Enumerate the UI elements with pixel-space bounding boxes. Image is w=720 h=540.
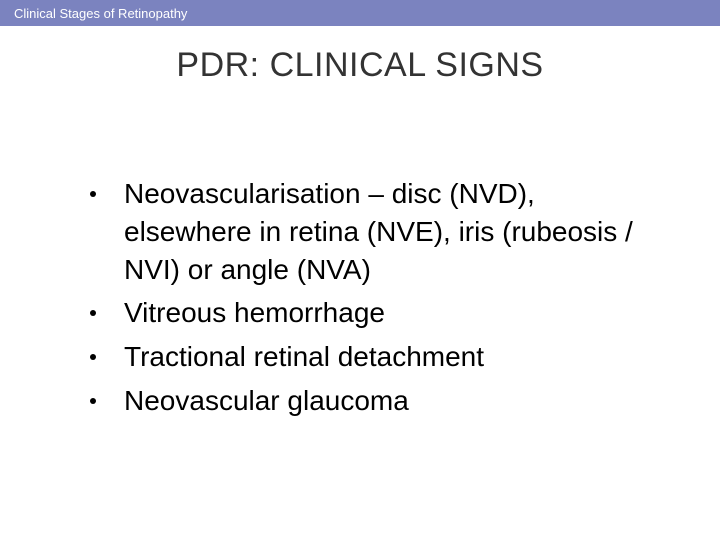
slide-title: PDR: CLINICAL SIGNS (0, 46, 720, 85)
header-bar: Clinical Stages of Retinopathy (0, 0, 720, 26)
list-item: Tractional retinal detachment (90, 338, 660, 376)
bullet-text: Tractional retinal detachment (124, 338, 484, 376)
bullet-icon (90, 310, 96, 316)
bullet-icon (90, 354, 96, 360)
list-item: Neovascular glaucoma (90, 382, 660, 420)
bullet-text: Neovascularisation – disc (NVD), elsewhe… (124, 175, 660, 288)
bullet-list: Neovascularisation – disc (NVD), elsewhe… (0, 175, 720, 420)
list-item: Neovascularisation – disc (NVD), elsewhe… (90, 175, 660, 288)
header-text: Clinical Stages of Retinopathy (14, 6, 187, 21)
bullet-text: Vitreous hemorrhage (124, 294, 385, 332)
bullet-icon (90, 398, 96, 404)
list-item: Vitreous hemorrhage (90, 294, 660, 332)
bullet-icon (90, 191, 96, 197)
bullet-text: Neovascular glaucoma (124, 382, 409, 420)
